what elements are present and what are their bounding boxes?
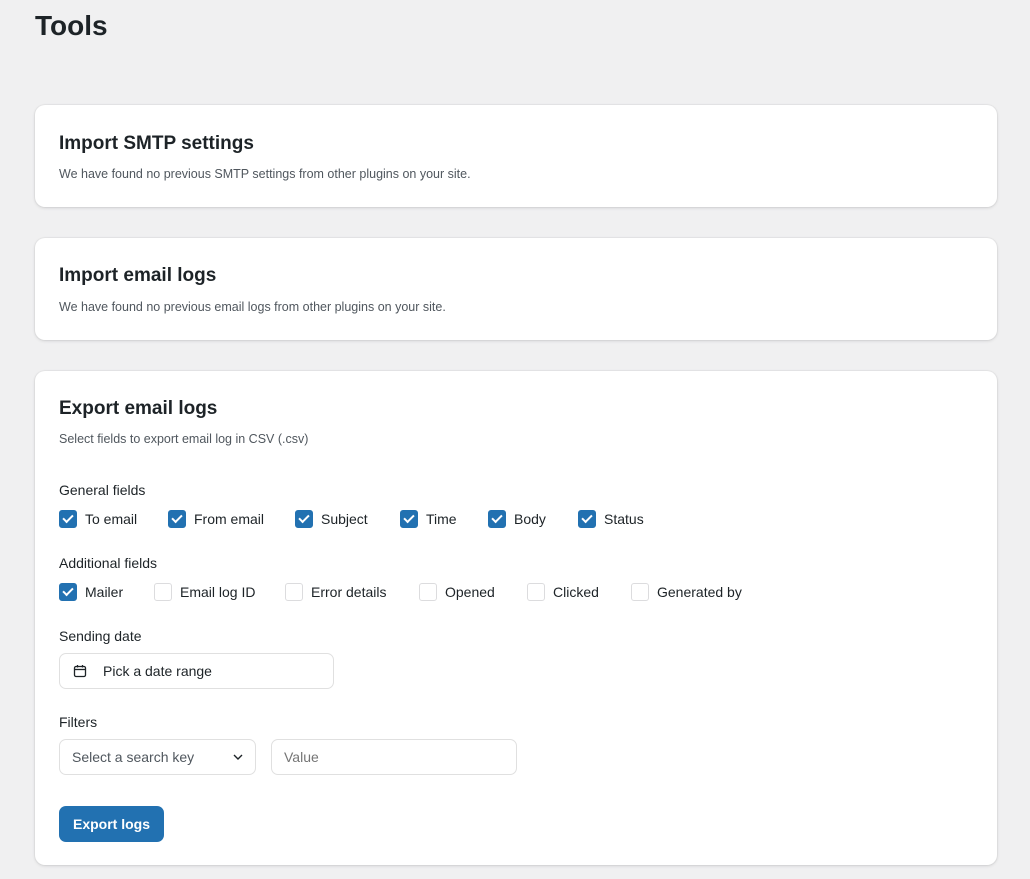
checkbox-checked-icon[interactable] <box>59 510 77 528</box>
export-logs-card: Export email logs Select fields to expor… <box>35 371 997 865</box>
import-logs-card: Import email logs We have found no previ… <box>35 238 997 340</box>
checkbox-label: Body <box>514 511 546 527</box>
filters-label: Filters <box>59 714 98 730</box>
import-logs-title: Import email logs <box>59 265 217 286</box>
checkbox-label: To email <box>85 511 138 527</box>
additional-fields-label: Additional fields <box>59 555 158 571</box>
import-smtp-title: Import SMTP settings <box>59 133 254 154</box>
checkbox-status[interactable]: Status <box>578 510 644 528</box>
checkbox-checked-icon[interactable] <box>400 510 418 528</box>
checkbox-label: Generated by <box>657 584 742 600</box>
checkbox-mailer[interactable]: Mailer <box>59 583 123 601</box>
checkbox-generated-by[interactable]: Generated by <box>631 583 742 601</box>
checkbox-opened[interactable]: Opened <box>419 583 495 601</box>
checkbox-label: Error details <box>311 584 387 600</box>
filter-value-input[interactable]: Value <box>271 739 517 775</box>
checkbox-checked-icon[interactable] <box>578 510 596 528</box>
general-fields-label: General fields <box>59 482 146 498</box>
import-smtp-card: Import SMTP settings We have found no pr… <box>35 105 997 207</box>
checkbox-time[interactable]: Time <box>400 510 457 528</box>
checkbox-label: Clicked <box>553 584 599 600</box>
checkbox-checked-icon[interactable] <box>295 510 313 528</box>
chevron-down-icon <box>233 754 243 760</box>
checkbox-body[interactable]: Body <box>488 510 546 528</box>
checkbox-subject[interactable]: Subject <box>295 510 368 528</box>
checkbox-to-email[interactable]: To email <box>59 510 137 528</box>
export-logs-title: Export email logs <box>59 398 218 419</box>
export-logs-button[interactable]: Export logs <box>59 806 164 842</box>
checkbox-label: Subject <box>321 511 368 527</box>
checkbox-checked-icon[interactable] <box>168 510 186 528</box>
import-logs-description: We have found no previous email logs fro… <box>59 300 446 314</box>
checkbox-label: Email log ID <box>180 584 256 600</box>
date-range-picker[interactable]: Pick a date range <box>59 653 334 689</box>
checkbox-unchecked-icon[interactable] <box>419 583 437 601</box>
checkbox-error-details[interactable]: Error details <box>285 583 386 601</box>
filter-value-placeholder: Value <box>284 749 319 765</box>
export-logs-description: Select fields to export email log in CSV… <box>59 432 309 446</box>
checkbox-label: Time <box>426 511 457 527</box>
checkbox-label: Status <box>604 511 644 527</box>
sending-date-label: Sending date <box>59 628 142 644</box>
date-range-placeholder: Pick a date range <box>103 663 212 679</box>
checkbox-unchecked-icon[interactable] <box>285 583 303 601</box>
checkbox-email-log-id[interactable]: Email log ID <box>154 583 255 601</box>
checkbox-unchecked-icon[interactable] <box>154 583 172 601</box>
checkbox-unchecked-icon[interactable] <box>631 583 649 601</box>
checkbox-checked-icon[interactable] <box>59 583 77 601</box>
import-smtp-description: We have found no previous SMTP settings … <box>59 167 471 181</box>
search-key-placeholder: Select a search key <box>72 749 195 765</box>
search-key-select[interactable]: Select a search key <box>59 739 256 775</box>
checkbox-clicked[interactable]: Clicked <box>527 583 599 601</box>
checkbox-unchecked-icon[interactable] <box>527 583 545 601</box>
checkbox-label: Opened <box>445 584 495 600</box>
page-title: Tools <box>35 10 108 41</box>
calendar-icon <box>73 665 87 678</box>
checkbox-checked-icon[interactable] <box>488 510 506 528</box>
checkbox-label: From email <box>194 511 265 527</box>
checkbox-from-email[interactable]: From email <box>168 510 264 528</box>
checkbox-label: Mailer <box>85 584 124 600</box>
